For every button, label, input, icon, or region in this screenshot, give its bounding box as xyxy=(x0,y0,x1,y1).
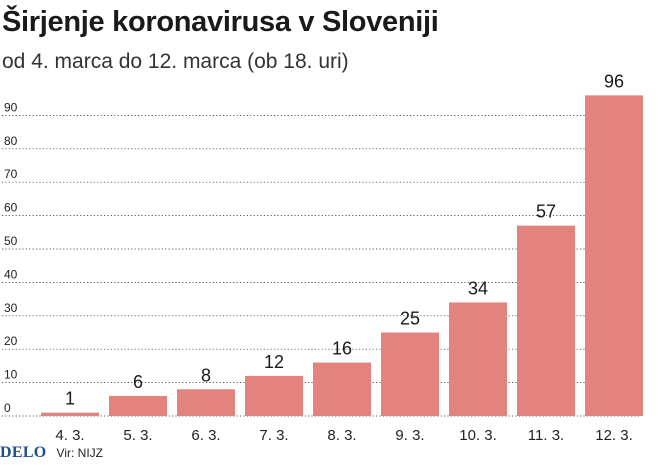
data-label: 57 xyxy=(536,202,556,222)
data-label: 12 xyxy=(264,352,284,372)
y-tick-label: 30 xyxy=(4,301,18,315)
bar xyxy=(245,375,303,416)
bar xyxy=(41,412,99,416)
bar xyxy=(381,332,439,416)
y-tick-label: 70 xyxy=(4,167,18,181)
bar xyxy=(449,302,507,416)
y-tick-label: 50 xyxy=(4,234,18,248)
bar xyxy=(177,389,235,416)
data-label: 1 xyxy=(65,389,75,409)
bar xyxy=(517,225,575,416)
x-tick-label: 4. 3. xyxy=(55,427,84,444)
y-axis-tick-labels: 0 10 20 30 40 50 60 70 80 90 xyxy=(4,100,18,415)
x-tick-label: 11. 3. xyxy=(528,427,564,444)
bar xyxy=(109,395,167,416)
data-label: 6 xyxy=(133,372,143,392)
chart-subtitle: od 4. marca do 12. marca (ob 18. uri) xyxy=(2,50,349,73)
delo-logo: DELO xyxy=(0,444,47,461)
y-tick-label: 90 xyxy=(4,100,18,114)
chart-title: Širjenje koronavirusa v Sloveniji xyxy=(2,6,439,38)
x-tick-label: 10. 3. xyxy=(459,427,497,444)
x-tick-label: 8. 3. xyxy=(327,427,356,444)
source-note: Vir: NIJZ xyxy=(56,446,103,460)
y-tick-label: 10 xyxy=(4,368,18,382)
x-axis-tick-labels: 4. 3. 5. 3. 6. 3. 7. 3. 8. 3. 9. 3. 10. 3. 11. … xyxy=(55,427,632,444)
x-tick-label: 5. 3. xyxy=(123,427,152,444)
x-tick-label: 6. 3. xyxy=(191,427,220,444)
y-tick-label: 80 xyxy=(4,134,18,148)
bars xyxy=(41,95,643,417)
bar xyxy=(585,95,643,417)
footer: DELO Vir: NIJZ xyxy=(0,444,103,462)
gridlines xyxy=(2,115,640,417)
y-tick-label: 0 xyxy=(4,401,11,415)
data-label: 34 xyxy=(468,278,488,298)
bar xyxy=(313,362,371,416)
x-tick-label: 12. 3. xyxy=(595,427,633,444)
data-label: 16 xyxy=(332,339,352,359)
data-label: 96 xyxy=(604,71,624,91)
data-label: 25 xyxy=(400,309,420,329)
x-tick-label: 9. 3. xyxy=(395,427,424,444)
y-tick-label: 40 xyxy=(4,267,18,281)
x-tick-label: 7. 3. xyxy=(259,427,288,444)
y-tick-label: 60 xyxy=(4,201,18,215)
y-tick-label: 20 xyxy=(4,334,18,348)
data-label: 8 xyxy=(201,365,211,385)
